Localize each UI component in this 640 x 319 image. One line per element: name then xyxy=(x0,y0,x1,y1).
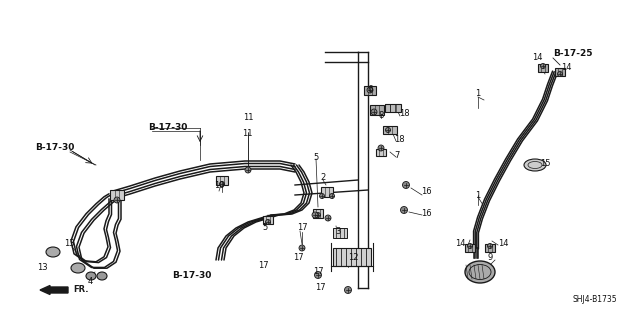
Circle shape xyxy=(467,243,472,249)
Text: 5: 5 xyxy=(262,224,268,233)
Circle shape xyxy=(385,128,390,132)
Circle shape xyxy=(316,212,321,218)
Text: 16: 16 xyxy=(421,209,431,218)
Text: B-17-25: B-17-25 xyxy=(553,48,593,57)
Bar xyxy=(485,244,495,252)
Circle shape xyxy=(344,286,351,293)
Bar xyxy=(364,85,376,94)
Ellipse shape xyxy=(465,261,495,283)
Text: 17: 17 xyxy=(258,261,268,270)
Text: 11: 11 xyxy=(243,114,253,122)
Text: 7: 7 xyxy=(394,151,399,160)
Circle shape xyxy=(371,109,377,115)
Circle shape xyxy=(314,271,321,278)
Text: 11: 11 xyxy=(242,129,252,137)
Text: 10: 10 xyxy=(214,181,224,189)
Circle shape xyxy=(266,219,271,225)
Text: 14: 14 xyxy=(532,53,543,62)
Circle shape xyxy=(403,182,410,189)
Text: 1: 1 xyxy=(476,190,481,199)
Text: 15: 15 xyxy=(540,159,550,167)
Text: 1: 1 xyxy=(476,90,481,99)
Ellipse shape xyxy=(524,159,546,171)
Circle shape xyxy=(367,87,373,93)
Text: 17: 17 xyxy=(293,254,303,263)
Ellipse shape xyxy=(46,247,60,257)
Bar xyxy=(263,216,273,224)
Text: B-17-30: B-17-30 xyxy=(35,144,74,152)
Text: B-17-30: B-17-30 xyxy=(148,123,188,132)
Circle shape xyxy=(114,197,120,203)
Text: 2: 2 xyxy=(321,174,326,182)
Circle shape xyxy=(220,182,225,187)
Bar xyxy=(465,244,475,252)
Text: 18: 18 xyxy=(399,108,410,117)
Text: 5: 5 xyxy=(314,152,319,161)
Text: B-17-30: B-17-30 xyxy=(172,271,212,279)
Circle shape xyxy=(312,212,318,218)
Circle shape xyxy=(245,167,251,173)
Text: 13: 13 xyxy=(36,263,47,271)
Circle shape xyxy=(488,243,493,249)
FancyArrow shape xyxy=(40,286,68,294)
Bar xyxy=(538,64,548,72)
Circle shape xyxy=(378,145,384,151)
Bar xyxy=(383,126,397,134)
Bar xyxy=(333,228,347,238)
Ellipse shape xyxy=(86,272,96,280)
Circle shape xyxy=(401,206,408,213)
Text: 8: 8 xyxy=(378,112,384,121)
Circle shape xyxy=(557,71,563,77)
Text: 17: 17 xyxy=(315,284,326,293)
Text: 14: 14 xyxy=(456,239,466,248)
Text: 12: 12 xyxy=(348,254,358,263)
Text: 17: 17 xyxy=(297,224,307,233)
Text: 14: 14 xyxy=(498,239,509,248)
Text: 3: 3 xyxy=(335,227,340,236)
Text: 14: 14 xyxy=(561,63,572,72)
Text: SHJ4-B1735: SHJ4-B1735 xyxy=(573,295,618,305)
Bar xyxy=(333,248,371,266)
Text: 16: 16 xyxy=(421,188,431,197)
Bar xyxy=(216,175,228,184)
Text: FR.: FR. xyxy=(73,286,88,294)
Bar xyxy=(370,105,384,115)
Bar xyxy=(110,190,124,200)
Text: 6: 6 xyxy=(367,85,372,93)
Text: 13: 13 xyxy=(64,240,74,249)
Circle shape xyxy=(330,194,335,198)
Text: 17: 17 xyxy=(313,268,323,277)
Text: 4: 4 xyxy=(88,278,93,286)
Circle shape xyxy=(325,215,331,221)
Bar xyxy=(313,209,323,218)
Circle shape xyxy=(541,63,545,69)
Ellipse shape xyxy=(71,263,85,273)
Bar xyxy=(376,149,386,155)
Ellipse shape xyxy=(97,272,107,280)
Text: 18: 18 xyxy=(394,135,404,144)
Circle shape xyxy=(299,245,305,251)
Bar xyxy=(321,187,333,197)
Bar xyxy=(385,104,401,112)
Bar xyxy=(555,68,565,76)
Text: 9: 9 xyxy=(488,254,493,263)
Circle shape xyxy=(319,194,324,198)
